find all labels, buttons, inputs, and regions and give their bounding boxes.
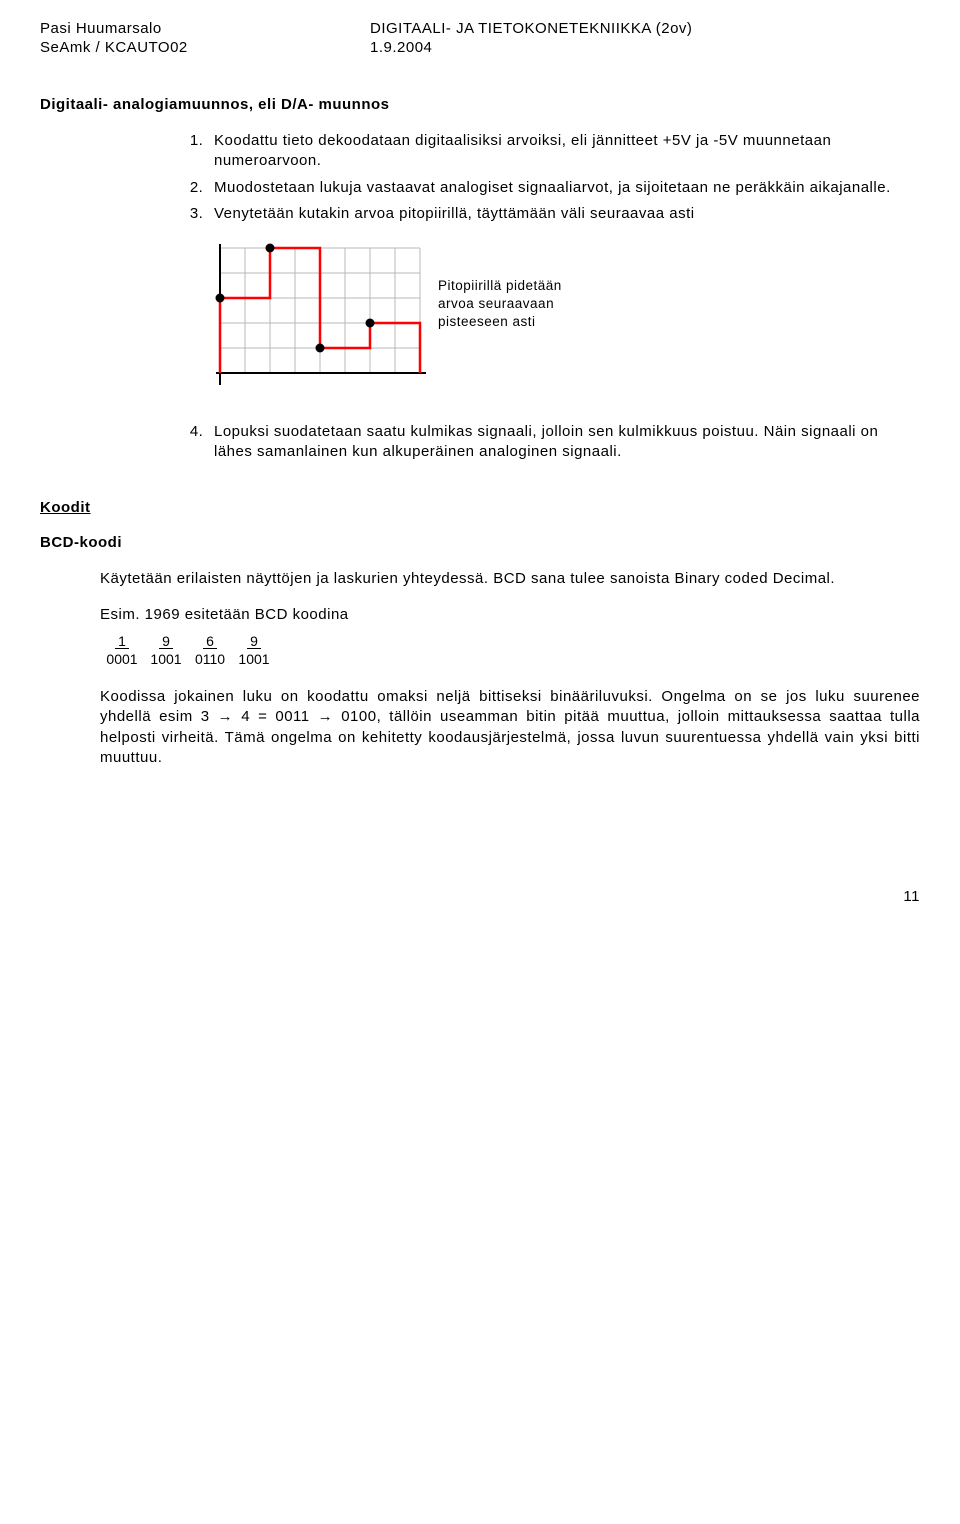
bcd-problem: Koodissa jokainen luku on koodattu omaks… xyxy=(100,687,920,768)
bcd-intro: Käytetään erilaisten näyttöjen ja laskur… xyxy=(100,569,920,589)
bcd-heading: BCD-koodi xyxy=(40,534,920,551)
bcd-code: 0110 xyxy=(188,651,232,667)
hold-circuit-diagram: Pitopiirillä pidetään arvoa seuraavaan pis… xyxy=(210,238,920,408)
list-item: Koodattu tieto dekoodataan digitaalisiks… xyxy=(208,131,920,172)
bcd-code: 1001 xyxy=(232,651,276,667)
svg-text:Pitopiirillä pidetään: Pitopiirillä pidetään xyxy=(438,278,562,293)
svg-text:pisteeseen asti: pisteeseen asti xyxy=(438,314,536,329)
da-conversion-list-cont: Lopuksi suodatetaan saatu kulmikas signa… xyxy=(180,422,920,463)
list-item: Lopuksi suodatetaan saatu kulmikas signa… xyxy=(208,422,920,463)
bcd-digit: 9 xyxy=(232,633,276,649)
koodit-heading: Koodit xyxy=(40,499,920,516)
list-item: Muodostetaan lukuja vastaavat analogiset… xyxy=(208,178,920,198)
header-author: Pasi Huumarsalo xyxy=(40,20,370,37)
bcd-digit: 1 xyxy=(100,633,144,649)
bcd-digit: 9 xyxy=(144,633,188,649)
page-title: Digitaali- analogiamuunnos, eli D/A- muu… xyxy=(40,96,920,113)
page-number: 11 xyxy=(40,888,920,905)
bcd-code: 0001 xyxy=(100,651,144,667)
bcd-example: 1969 0001100101101001 xyxy=(100,633,920,667)
bcd-digit: 6 xyxy=(188,633,232,649)
bcd-code: 1001 xyxy=(144,651,188,667)
header-org: SeAmk / KCAUTO02 xyxy=(40,39,370,56)
list-item: Venytetään kutakin arvoa pitopiirillä, t… xyxy=(208,204,920,224)
header-date: 1.9.2004 xyxy=(370,39,432,56)
da-conversion-list: Koodattu tieto dekoodataan digitaalisiks… xyxy=(180,131,920,224)
header-course: DIGITAALI- JA TIETOKONETEKNIIKKA (2ov) xyxy=(370,20,692,37)
bcd-example-intro: Esim. 1969 esitetään BCD koodina xyxy=(100,605,920,625)
svg-text:arvoa seuraavaan: arvoa seuraavaan xyxy=(438,296,554,311)
